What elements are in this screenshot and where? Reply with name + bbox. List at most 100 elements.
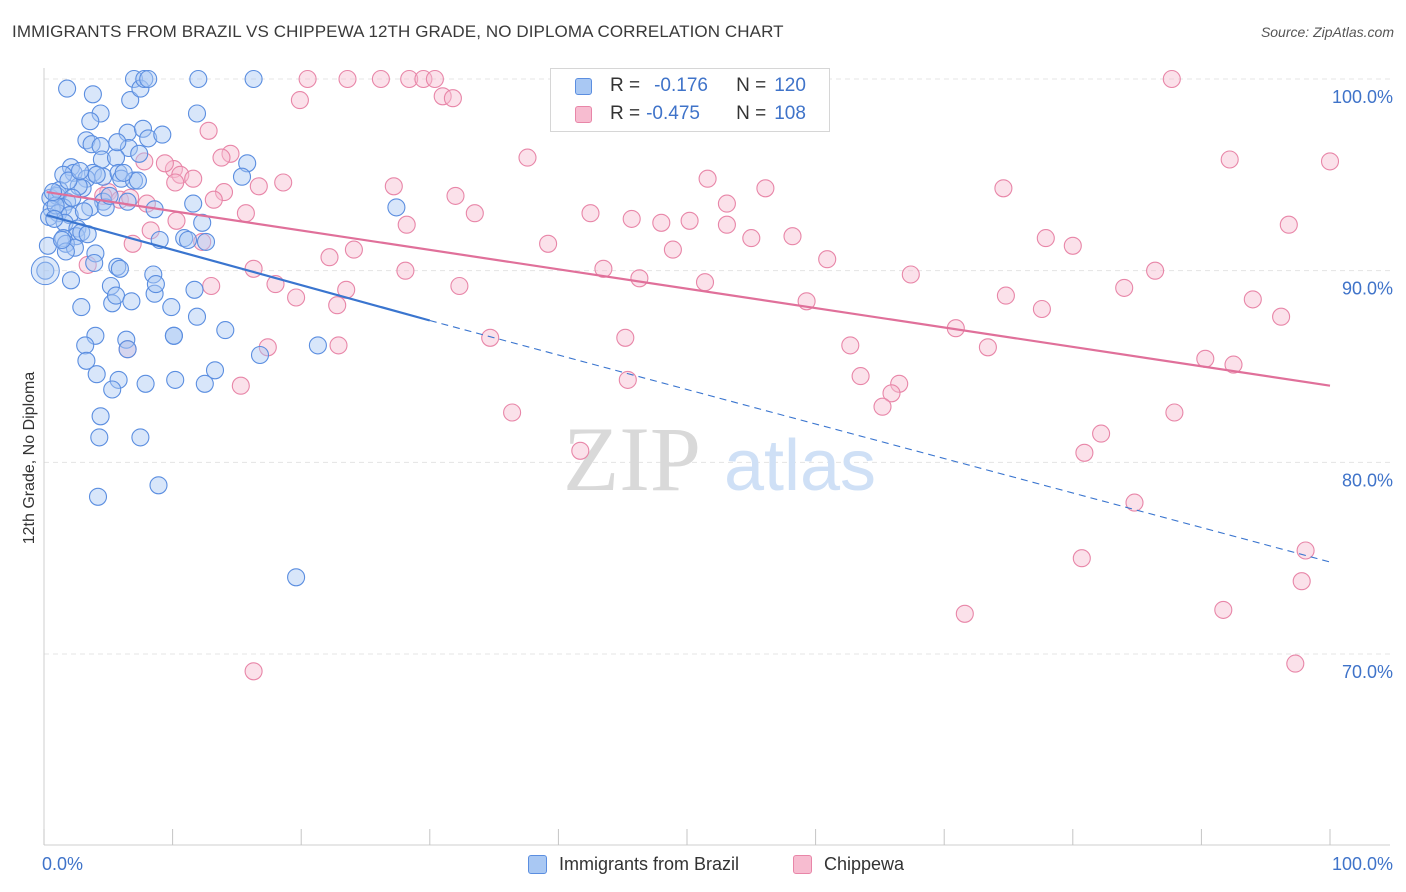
data-point-brazil [164,326,183,345]
data-point-brazil [162,298,181,317]
data-point-brazil [131,79,150,98]
data-point-brazil [59,171,78,190]
data-point-brazil [131,428,150,447]
data-point-chippewa [1165,403,1184,422]
data-point-chippewa [214,183,234,202]
data-point-chippewa [882,384,901,403]
data-point-chippewa [231,376,250,395]
data-point-brazil [70,161,90,181]
data-point-brazil [232,167,252,186]
data-point-brazil [90,428,109,447]
data-point-chippewa [481,328,500,347]
data-point-brazil [153,125,172,144]
data-point-chippewa [328,296,347,315]
data-point-brazil [86,244,105,263]
data-point-chippewa [184,169,203,188]
data-point-brazil [136,374,155,393]
data-point-chippewa [287,288,306,307]
data-point-chippewa [298,69,317,89]
data-point-brazil [118,192,137,211]
data-point-chippewa [571,441,590,460]
data-point-brazil [244,69,263,89]
data-point-chippewa [581,204,600,223]
data-point-brazil [110,259,129,278]
data-point-brazil [103,380,122,399]
data-point-brazil [146,275,165,294]
data-point-brazil [91,104,110,123]
data-point-chippewa [450,276,469,296]
data-point-chippewa [1075,443,1094,462]
data-point-chippewa [783,227,802,246]
data-point-chippewa [1292,572,1311,591]
data-point-chippewa [167,211,186,230]
data-point-brazil [77,351,96,370]
data-point-chippewa [1224,355,1243,374]
data-point-chippewa [384,177,403,196]
data-point-chippewa [1146,261,1165,280]
data-point-chippewa [329,336,348,355]
legend-r-label: R = [610,75,641,96]
legend-n-label: N = [736,75,767,96]
data-point-chippewa [1162,69,1181,89]
data-point-brazil [56,242,75,261]
data-point-chippewa [221,144,240,163]
data-point-brazil [187,104,207,123]
data-point-chippewa [274,173,293,192]
data-point-chippewa [1063,236,1082,255]
data-point-chippewa [396,261,415,280]
data-point-chippewa [742,229,761,248]
data-point-brazil [108,257,127,276]
data-point-brazil [87,365,106,384]
data-point-chippewa [851,367,870,386]
data-point-chippewa [1115,278,1134,297]
legend-n-label: N = [736,103,767,124]
data-point-chippewa [338,69,357,89]
legend-row-chippewa: R = -0.475 N = 108 [575,101,806,127]
data-point-chippewa [616,328,635,347]
data-point-brazil [108,133,127,152]
data-point-brazil [287,568,306,587]
data-point-brazil [139,69,158,89]
bottom-legend-swatch-chippewa [793,854,812,874]
series-brazil [30,69,406,587]
bottom-legend-chippewa: Chippewa [793,851,904,877]
data-point-chippewa [443,89,462,108]
tick-labels: 100.0% 90.0% 80.0% 70.0% 0.0% 100.0% [42,87,1393,874]
data-point-brazil [166,370,185,389]
bottom-legend-swatch-brazil [528,854,547,874]
data-point-chippewa [994,179,1013,198]
x-tick-label-min: 0.0% [42,854,83,874]
data-point-chippewa [1032,299,1051,319]
legend-n-value-brazil: 120 [774,75,806,96]
data-point-chippewa [652,213,671,232]
data-point-brazil [185,280,204,299]
legend-r-label: R = [610,103,641,124]
data-point-chippewa [539,234,558,253]
data-point-chippewa [344,240,363,259]
data-point-chippewa [166,173,185,192]
data-point-chippewa [400,69,419,89]
data-point-brazil-large [30,256,60,286]
data-point-brazil [149,476,168,495]
data-point-brazil [133,119,153,138]
data-point-chippewa [1272,307,1291,326]
watermark: ZIP atlas [563,408,876,510]
data-point-brazil [96,198,115,217]
data-point-chippewa [1220,150,1239,169]
data-point-brazil [61,271,81,290]
y-tick-label: 70.0% [1342,662,1393,682]
data-point-chippewa [717,215,736,234]
y-tick-label: 100.0% [1332,87,1393,107]
data-point-brazil [46,196,65,215]
trend-line-brazil [46,214,431,322]
data-point-brazil [135,69,154,89]
chart-title: IMMIGRANTS FROM BRAZIL VS CHIPPEWA 12TH … [12,22,784,41]
data-point-chippewa [1036,229,1055,248]
data-point-chippewa [978,338,997,357]
data-point-brazil [308,336,327,355]
data-point-chippewa [1243,290,1262,309]
trend-line-chippewa [46,190,1331,387]
data-point-brazil [91,137,110,156]
data-point-brazil [119,138,138,158]
